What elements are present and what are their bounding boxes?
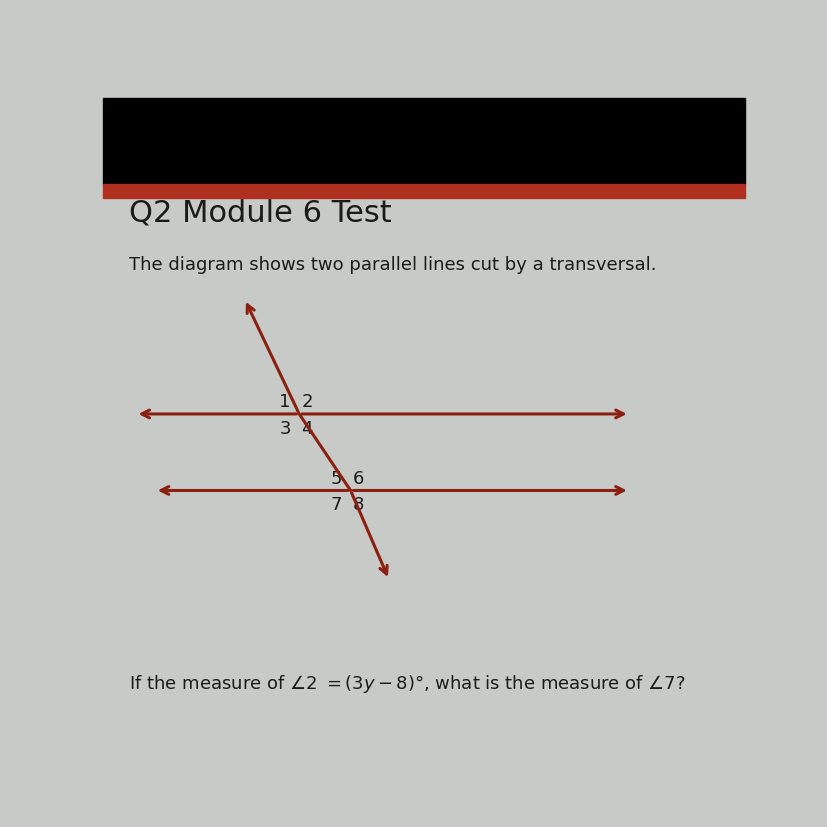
Text: 3: 3	[279, 419, 290, 437]
Text: 7: 7	[330, 496, 342, 514]
Text: 1: 1	[279, 393, 290, 411]
Text: 5: 5	[330, 469, 342, 487]
Text: 2: 2	[301, 393, 313, 411]
Text: If the measure of $\angle$2 $= (3y - 8)°$, what is the measure of $\angle$7?: If the measure of $\angle$2 $= (3y - 8)°…	[129, 672, 685, 695]
Text: The diagram shows two parallel lines cut by a transversal.: The diagram shows two parallel lines cut…	[129, 256, 656, 273]
Text: 8: 8	[352, 496, 364, 514]
Bar	[103, 99, 744, 185]
Text: 6: 6	[352, 469, 364, 487]
Bar	[103, 185, 744, 199]
Text: Q2 Module 6 Test: Q2 Module 6 Test	[129, 198, 391, 227]
Text: 4: 4	[301, 419, 313, 437]
